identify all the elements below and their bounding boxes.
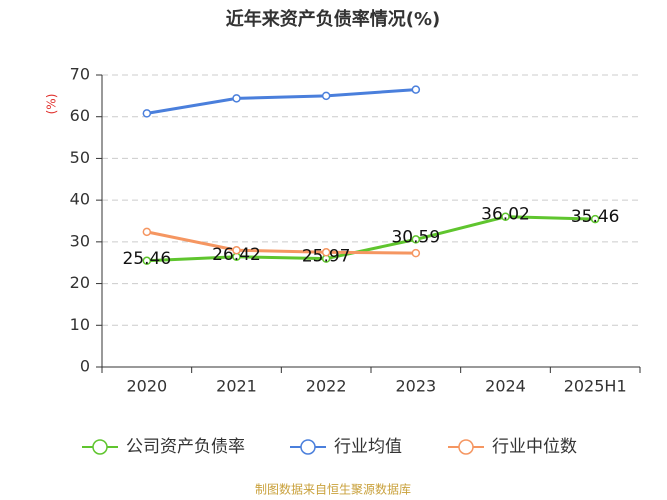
legend-symbol: [458, 439, 474, 455]
y-tick-label: 10: [70, 315, 90, 334]
point: [142, 227, 152, 237]
point: [142, 256, 152, 266]
point: [411, 248, 421, 258]
legend-label: 公司资产负债率: [126, 437, 245, 457]
point: [411, 235, 421, 244]
y-tick-label: 60: [70, 106, 90, 125]
x-tick-label: 2020: [126, 377, 167, 396]
data-label: 25.97: [302, 247, 351, 267]
y-tick-label: 30: [70, 231, 90, 250]
point: [321, 248, 331, 257]
data-label: 36.02: [481, 205, 530, 225]
point: [321, 91, 331, 101]
data-label: 30.59: [391, 227, 440, 247]
series-line: [146, 230, 416, 255]
y-tick-label: 40: [70, 190, 90, 209]
legend-symbol: [92, 439, 108, 455]
y-tick-label: 50: [70, 148, 90, 167]
y-tick-label: 0: [80, 357, 90, 376]
x-tick-label: 2022: [306, 377, 347, 396]
point: [501, 212, 510, 221]
legend-symbol: [300, 439, 316, 455]
chart-title: 近年来资产负债率情况(%): [226, 8, 441, 30]
data-label: 25.46: [122, 249, 171, 269]
x-tick-label: 2021: [216, 377, 257, 396]
x-tick-label: 2025H1: [564, 377, 627, 396]
legend-label: 行业中位数: [492, 437, 577, 457]
y-tick-label: 70: [70, 65, 90, 84]
point: [590, 214, 600, 224]
series-line: [146, 88, 416, 115]
point: [232, 245, 241, 255]
point: [142, 109, 152, 118]
y-axis-label: (%): [45, 94, 59, 115]
x-tick-label: 2024: [485, 377, 526, 396]
source-note: 制图数据来自恒生聚源数据库: [255, 482, 411, 497]
x-tick-label: 2023: [395, 377, 436, 396]
y-tick-label: 20: [70, 273, 90, 292]
data-label: 26.42: [212, 245, 261, 265]
point: [411, 85, 421, 94]
legend-label: 行业均值: [334, 437, 402, 457]
point: [232, 94, 241, 103]
series-line: [146, 215, 596, 263]
data-label: 35.46: [571, 207, 620, 227]
